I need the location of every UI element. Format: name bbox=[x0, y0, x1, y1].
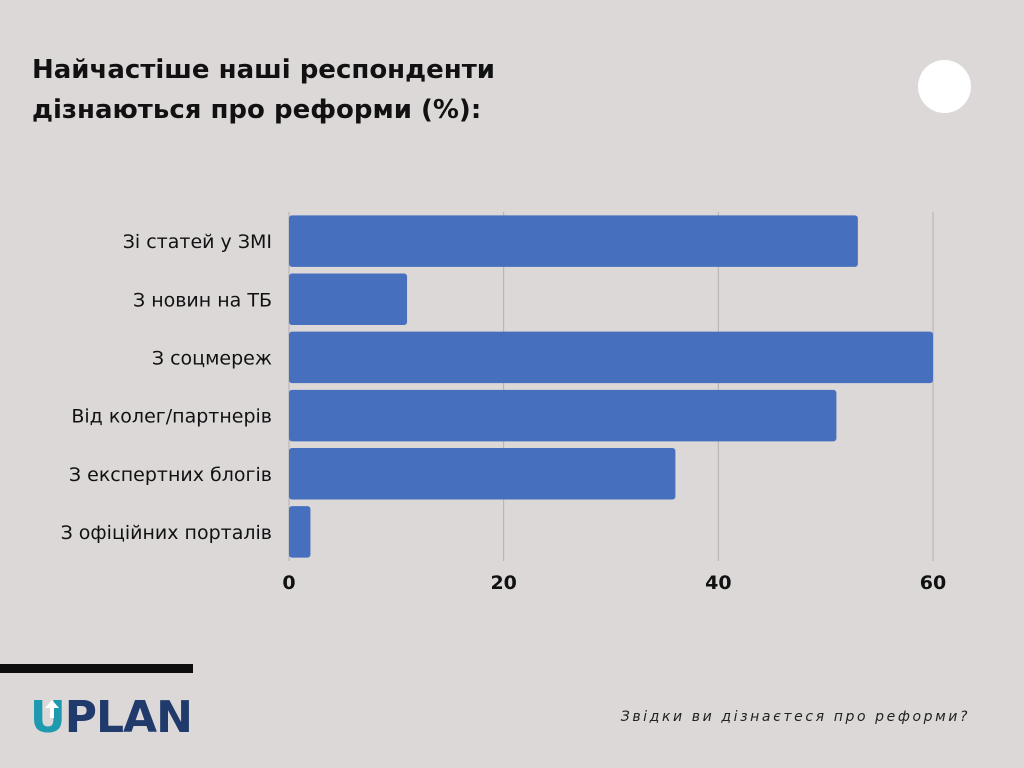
bar bbox=[289, 331, 933, 384]
category-label: З новин на ТБ bbox=[133, 289, 272, 311]
decorative-circle bbox=[918, 60, 971, 113]
grid-lines bbox=[288, 212, 934, 561]
logo-letter-u: U bbox=[30, 692, 66, 743]
x-tick-label: 0 bbox=[282, 572, 295, 594]
bar bbox=[289, 273, 408, 325]
x-tick-labels: 0 20 40 60 bbox=[282, 572, 946, 594]
arrow-up-icon bbox=[45, 700, 59, 718]
bar bbox=[289, 448, 676, 500]
category-labels: Зі статей у ЗМІ З новин на ТБ З соцмереж Ві… bbox=[61, 231, 272, 544]
category-label: Від колег/партнерів bbox=[71, 406, 272, 428]
category-label: З соцмереж bbox=[152, 347, 272, 369]
x-tick-label: 60 bbox=[920, 572, 946, 594]
bar bbox=[289, 506, 311, 558]
category-label: З офіційних порталів bbox=[61, 522, 272, 544]
logo-text: PLAN bbox=[64, 692, 193, 743]
title-line-1: Найчастіше наші респонденти bbox=[32, 55, 496, 85]
title-line-2: дізнаються про реформи (%): bbox=[32, 95, 482, 125]
bar bbox=[289, 215, 858, 267]
x-tick-label: 40 bbox=[705, 572, 731, 594]
uplan-logo: U PLAN bbox=[30, 692, 193, 743]
bar-chart: Зі статей у ЗМІ З новин на ТБ З соцмереж Ві… bbox=[61, 212, 946, 594]
category-label: Зі статей у ЗМІ bbox=[123, 231, 272, 253]
x-tick-label: 20 bbox=[490, 572, 516, 594]
chart-title: Найчастіше наші респонденти дізнаються п… bbox=[32, 50, 552, 130]
decorative-rule bbox=[0, 664, 193, 673]
bar bbox=[289, 389, 837, 442]
footer-caption: Звідки ви дізнаєтеся про реформи? bbox=[620, 709, 970, 725]
bars bbox=[289, 215, 933, 558]
category-label: З експертних блогів bbox=[69, 464, 272, 486]
